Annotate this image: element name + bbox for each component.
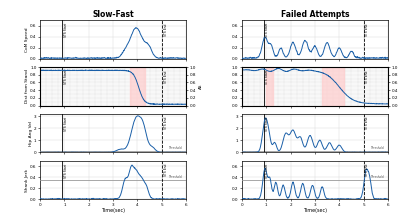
- Text: Threshold: Threshold: [169, 175, 182, 179]
- Bar: [130, 67, 145, 106]
- Y-axis label: Dist from Stand: Dist from Stand: [25, 69, 29, 103]
- Bar: [266, 67, 274, 106]
- X-axis label: Time(sec): Time(sec): [101, 208, 125, 213]
- Text: STS Start: STS Start: [64, 117, 68, 131]
- Y-axis label: CoM Speed: CoM Speed: [25, 27, 29, 52]
- Text: STS Start: STS Start: [266, 70, 270, 84]
- Y-axis label: Hip Ang Vel: Hip Ang Vel: [29, 121, 33, 146]
- Text: STS Start: STS Start: [266, 117, 270, 131]
- Text: STS End: STS End: [164, 70, 168, 82]
- Y-axis label: AS: AS: [199, 84, 203, 89]
- Text: STS Start: STS Start: [266, 23, 270, 37]
- Text: STS Start: STS Start: [266, 164, 270, 178]
- Title: Slow-Fast: Slow-Fast: [92, 10, 134, 19]
- Bar: [322, 67, 344, 106]
- Text: STS End: STS End: [365, 23, 369, 36]
- Text: STS End: STS End: [365, 117, 369, 129]
- Text: STS End: STS End: [164, 164, 168, 176]
- Text: STS End: STS End: [164, 23, 168, 36]
- Text: Threshold: Threshold: [371, 146, 384, 150]
- Text: STS Start: STS Start: [64, 23, 68, 37]
- Text: STS Start: STS Start: [64, 164, 68, 178]
- Y-axis label: Shank Jerk: Shank Jerk: [25, 169, 29, 192]
- X-axis label: Time(sec): Time(sec): [303, 208, 327, 213]
- Title: Failed Attempts: Failed Attempts: [281, 10, 349, 19]
- Text: Threshold: Threshold: [371, 175, 384, 179]
- Text: STS Start: STS Start: [64, 70, 68, 84]
- Text: Threshold: Threshold: [169, 146, 182, 150]
- Text: STS End: STS End: [365, 164, 369, 176]
- Text: STS End: STS End: [365, 70, 369, 82]
- Text: STS End: STS End: [164, 117, 168, 129]
